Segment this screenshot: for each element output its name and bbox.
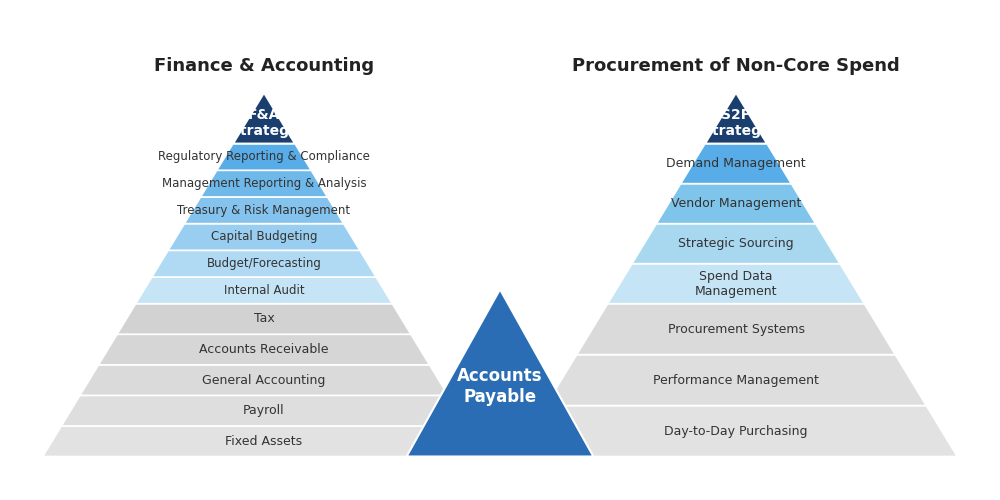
Polygon shape: [136, 277, 392, 303]
Polygon shape: [217, 144, 311, 171]
Text: Treasury & Risk Management: Treasury & Risk Management: [177, 204, 351, 217]
Text: Payroll: Payroll: [243, 404, 285, 417]
Text: Capital Budgeting: Capital Budgeting: [211, 230, 317, 243]
Text: Vendor Management: Vendor Management: [671, 197, 801, 210]
Text: Demand Management: Demand Management: [666, 157, 806, 170]
Polygon shape: [233, 92, 295, 144]
Polygon shape: [577, 304, 895, 354]
Text: Accounts
Payable: Accounts Payable: [457, 367, 543, 406]
Polygon shape: [407, 290, 593, 456]
Text: Internal Audit: Internal Audit: [224, 284, 304, 297]
Polygon shape: [681, 144, 791, 184]
Polygon shape: [546, 354, 926, 406]
Polygon shape: [43, 426, 485, 456]
Text: Strategic Sourcing: Strategic Sourcing: [678, 237, 794, 250]
Polygon shape: [515, 406, 957, 456]
Polygon shape: [608, 264, 864, 304]
Polygon shape: [117, 304, 411, 334]
Text: Tax: Tax: [254, 312, 274, 326]
Text: Performance Management: Performance Management: [653, 374, 819, 386]
Polygon shape: [656, 184, 816, 224]
Text: Procurement of Non-Core Spend: Procurement of Non-Core Spend: [572, 57, 900, 75]
Polygon shape: [152, 250, 376, 277]
Polygon shape: [201, 170, 327, 197]
Text: Finance & Accounting: Finance & Accounting: [154, 57, 374, 75]
Text: S2P
Strategy: S2P Strategy: [702, 108, 770, 138]
Polygon shape: [80, 365, 448, 396]
Text: Fixed Assets: Fixed Assets: [225, 434, 303, 448]
Text: Accounts Receivable: Accounts Receivable: [199, 343, 329, 356]
Text: Regulatory Reporting & Compliance: Regulatory Reporting & Compliance: [158, 150, 370, 164]
Polygon shape: [705, 92, 767, 144]
Polygon shape: [168, 224, 360, 250]
Polygon shape: [61, 396, 467, 426]
Polygon shape: [99, 334, 429, 365]
Text: Budget/Forecasting: Budget/Forecasting: [207, 257, 321, 270]
Text: Procurement Systems: Procurement Systems: [668, 322, 805, 336]
Text: F&A
Strategy: F&A Strategy: [230, 108, 298, 138]
Polygon shape: [632, 224, 840, 264]
Polygon shape: [184, 197, 344, 224]
Text: General Accounting: General Accounting: [202, 374, 326, 386]
Text: Day-to-Day Purchasing: Day-to-Day Purchasing: [664, 424, 808, 438]
Text: Spend Data
Management: Spend Data Management: [695, 270, 777, 297]
Text: Management Reporting & Analysis: Management Reporting & Analysis: [162, 177, 366, 190]
